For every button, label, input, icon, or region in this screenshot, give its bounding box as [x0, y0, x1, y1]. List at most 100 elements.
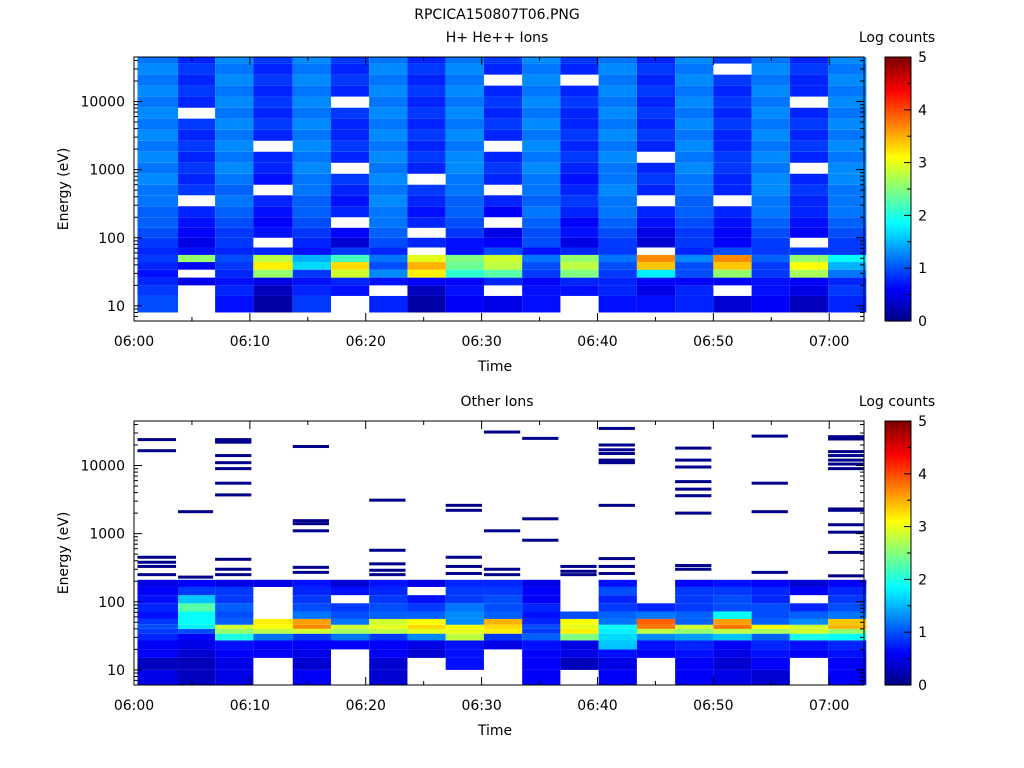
heatmap-cell: [369, 206, 408, 218]
colorbar-segment: [885, 318, 911, 322]
colorbar-segment: [885, 305, 911, 309]
colorbar-segment: [885, 272, 911, 276]
heatmap-cell: [445, 227, 484, 238]
heatmap-cell: [713, 151, 752, 163]
heatmap-cell: [560, 269, 599, 278]
y-tick-label: 10000: [80, 459, 125, 475]
colorbar-segment: [885, 274, 911, 278]
heatmap-cell: [215, 618, 254, 625]
sparse-count-line: [675, 567, 712, 571]
colorbar-tick-label: 5: [918, 414, 927, 430]
heatmap-cell: [292, 595, 331, 604]
colorbar-segment: [885, 577, 911, 580]
heatmap-cell: [253, 151, 293, 163]
heatmap-cell: [828, 107, 867, 119]
colorbar-segment: [885, 142, 911, 146]
heatmap-cell: [713, 640, 752, 650]
colorbar-segment: [885, 632, 911, 635]
colorbar-segment: [885, 665, 911, 668]
heatmap-cell: [675, 595, 714, 604]
heatmap-cell: [713, 624, 752, 629]
heatmap-cell: [751, 57, 790, 64]
colorbar-segment: [885, 630, 911, 633]
sparse-count-line: [598, 564, 635, 568]
heatmap-cell: [751, 195, 790, 207]
colorbar-segment: [885, 643, 911, 646]
colorbar-segment: [885, 294, 911, 298]
heatmap-cell: [675, 151, 714, 163]
heatmap-cell: [751, 633, 790, 641]
colorbar-segment: [885, 180, 911, 183]
heatmap-cell: [789, 579, 829, 587]
heatmap-cell: [407, 254, 446, 263]
heatmap-cell: [636, 118, 676, 130]
heatmap-cell: [751, 206, 790, 218]
y-tick-label: 1000: [89, 163, 125, 179]
heatmap-cell: [751, 603, 790, 612]
heatmap-cell: [828, 151, 867, 163]
heatmap-cell: [483, 640, 523, 650]
colorbar-segment: [885, 114, 911, 117]
heatmap-cell: [483, 237, 523, 248]
sparse-count-line: [828, 530, 865, 534]
heatmap-cell: [598, 173, 637, 185]
colorbar-segment: [885, 127, 911, 131]
heatmap-cell: [636, 285, 676, 296]
colorbar-segment: [885, 634, 911, 638]
heatmap-cell: [598, 227, 637, 238]
colorbar-segment: [885, 423, 911, 426]
heatmap-cell: [828, 285, 867, 296]
colorbar-segment: [885, 182, 911, 186]
colorbar-segment: [885, 592, 911, 596]
panel-1-y-axis-label: Energy (eV): [56, 148, 72, 231]
heatmap-cell: [137, 595, 179, 604]
colorbar-segment: [885, 682, 911, 686]
colorbar-segment: [885, 63, 911, 67]
heatmap-cell: [828, 277, 867, 286]
sparse-count-line: [675, 487, 712, 491]
colorbar-segment: [885, 270, 911, 274]
x-tick-label: 06:30: [461, 698, 501, 714]
sparse-count-line: [675, 494, 712, 498]
heatmap-cell: [407, 624, 446, 629]
heatmap-cell: [137, 140, 179, 152]
colorbar-segment: [885, 656, 911, 660]
colorbar-segment: [885, 678, 911, 682]
heatmap-cell: [560, 162, 599, 174]
heatmap-cell: [522, 624, 561, 629]
heatmap-cell: [292, 657, 331, 670]
heatmap-cell: [713, 649, 752, 658]
heatmap-cell: [253, 195, 293, 207]
heatmap-cell: [598, 118, 637, 130]
colorbar-segment: [885, 535, 911, 539]
heatmap-cell: [675, 269, 714, 278]
heatmap-cell: [522, 262, 561, 270]
colorbar-segment: [885, 204, 911, 208]
heatmap-cell: [369, 74, 408, 86]
heatmap-cell: [675, 206, 714, 218]
heatmap-cell: [369, 162, 408, 174]
heatmap-cell: [292, 151, 331, 163]
colorbar-segment: [885, 125, 911, 128]
heatmap-cell: [215, 595, 254, 604]
heatmap-cell: [560, 151, 599, 163]
heatmap-cell: [330, 633, 370, 641]
heatmap-cell: [178, 611, 216, 619]
heatmap-cell: [522, 129, 561, 141]
heatmap-cell: [560, 118, 599, 130]
colorbar-segment: [885, 502, 911, 506]
x-tick-label: 07:00: [809, 698, 849, 714]
heatmap-cell: [713, 74, 752, 86]
heatmap-cell: [445, 217, 484, 228]
colorbar-segment: [885, 85, 911, 89]
heatmap-cell: [675, 254, 714, 263]
heatmap-cell: [445, 107, 484, 119]
heatmap-cell: [215, 657, 254, 670]
colorbar-segment: [885, 70, 911, 73]
colorbar-segment: [885, 484, 911, 488]
heatmap-cell: [751, 129, 790, 141]
heatmap-cell: [828, 579, 867, 587]
sparse-count-line: [675, 465, 712, 469]
heatmap-cell: [560, 184, 599, 196]
heatmap-cell: [675, 603, 714, 612]
